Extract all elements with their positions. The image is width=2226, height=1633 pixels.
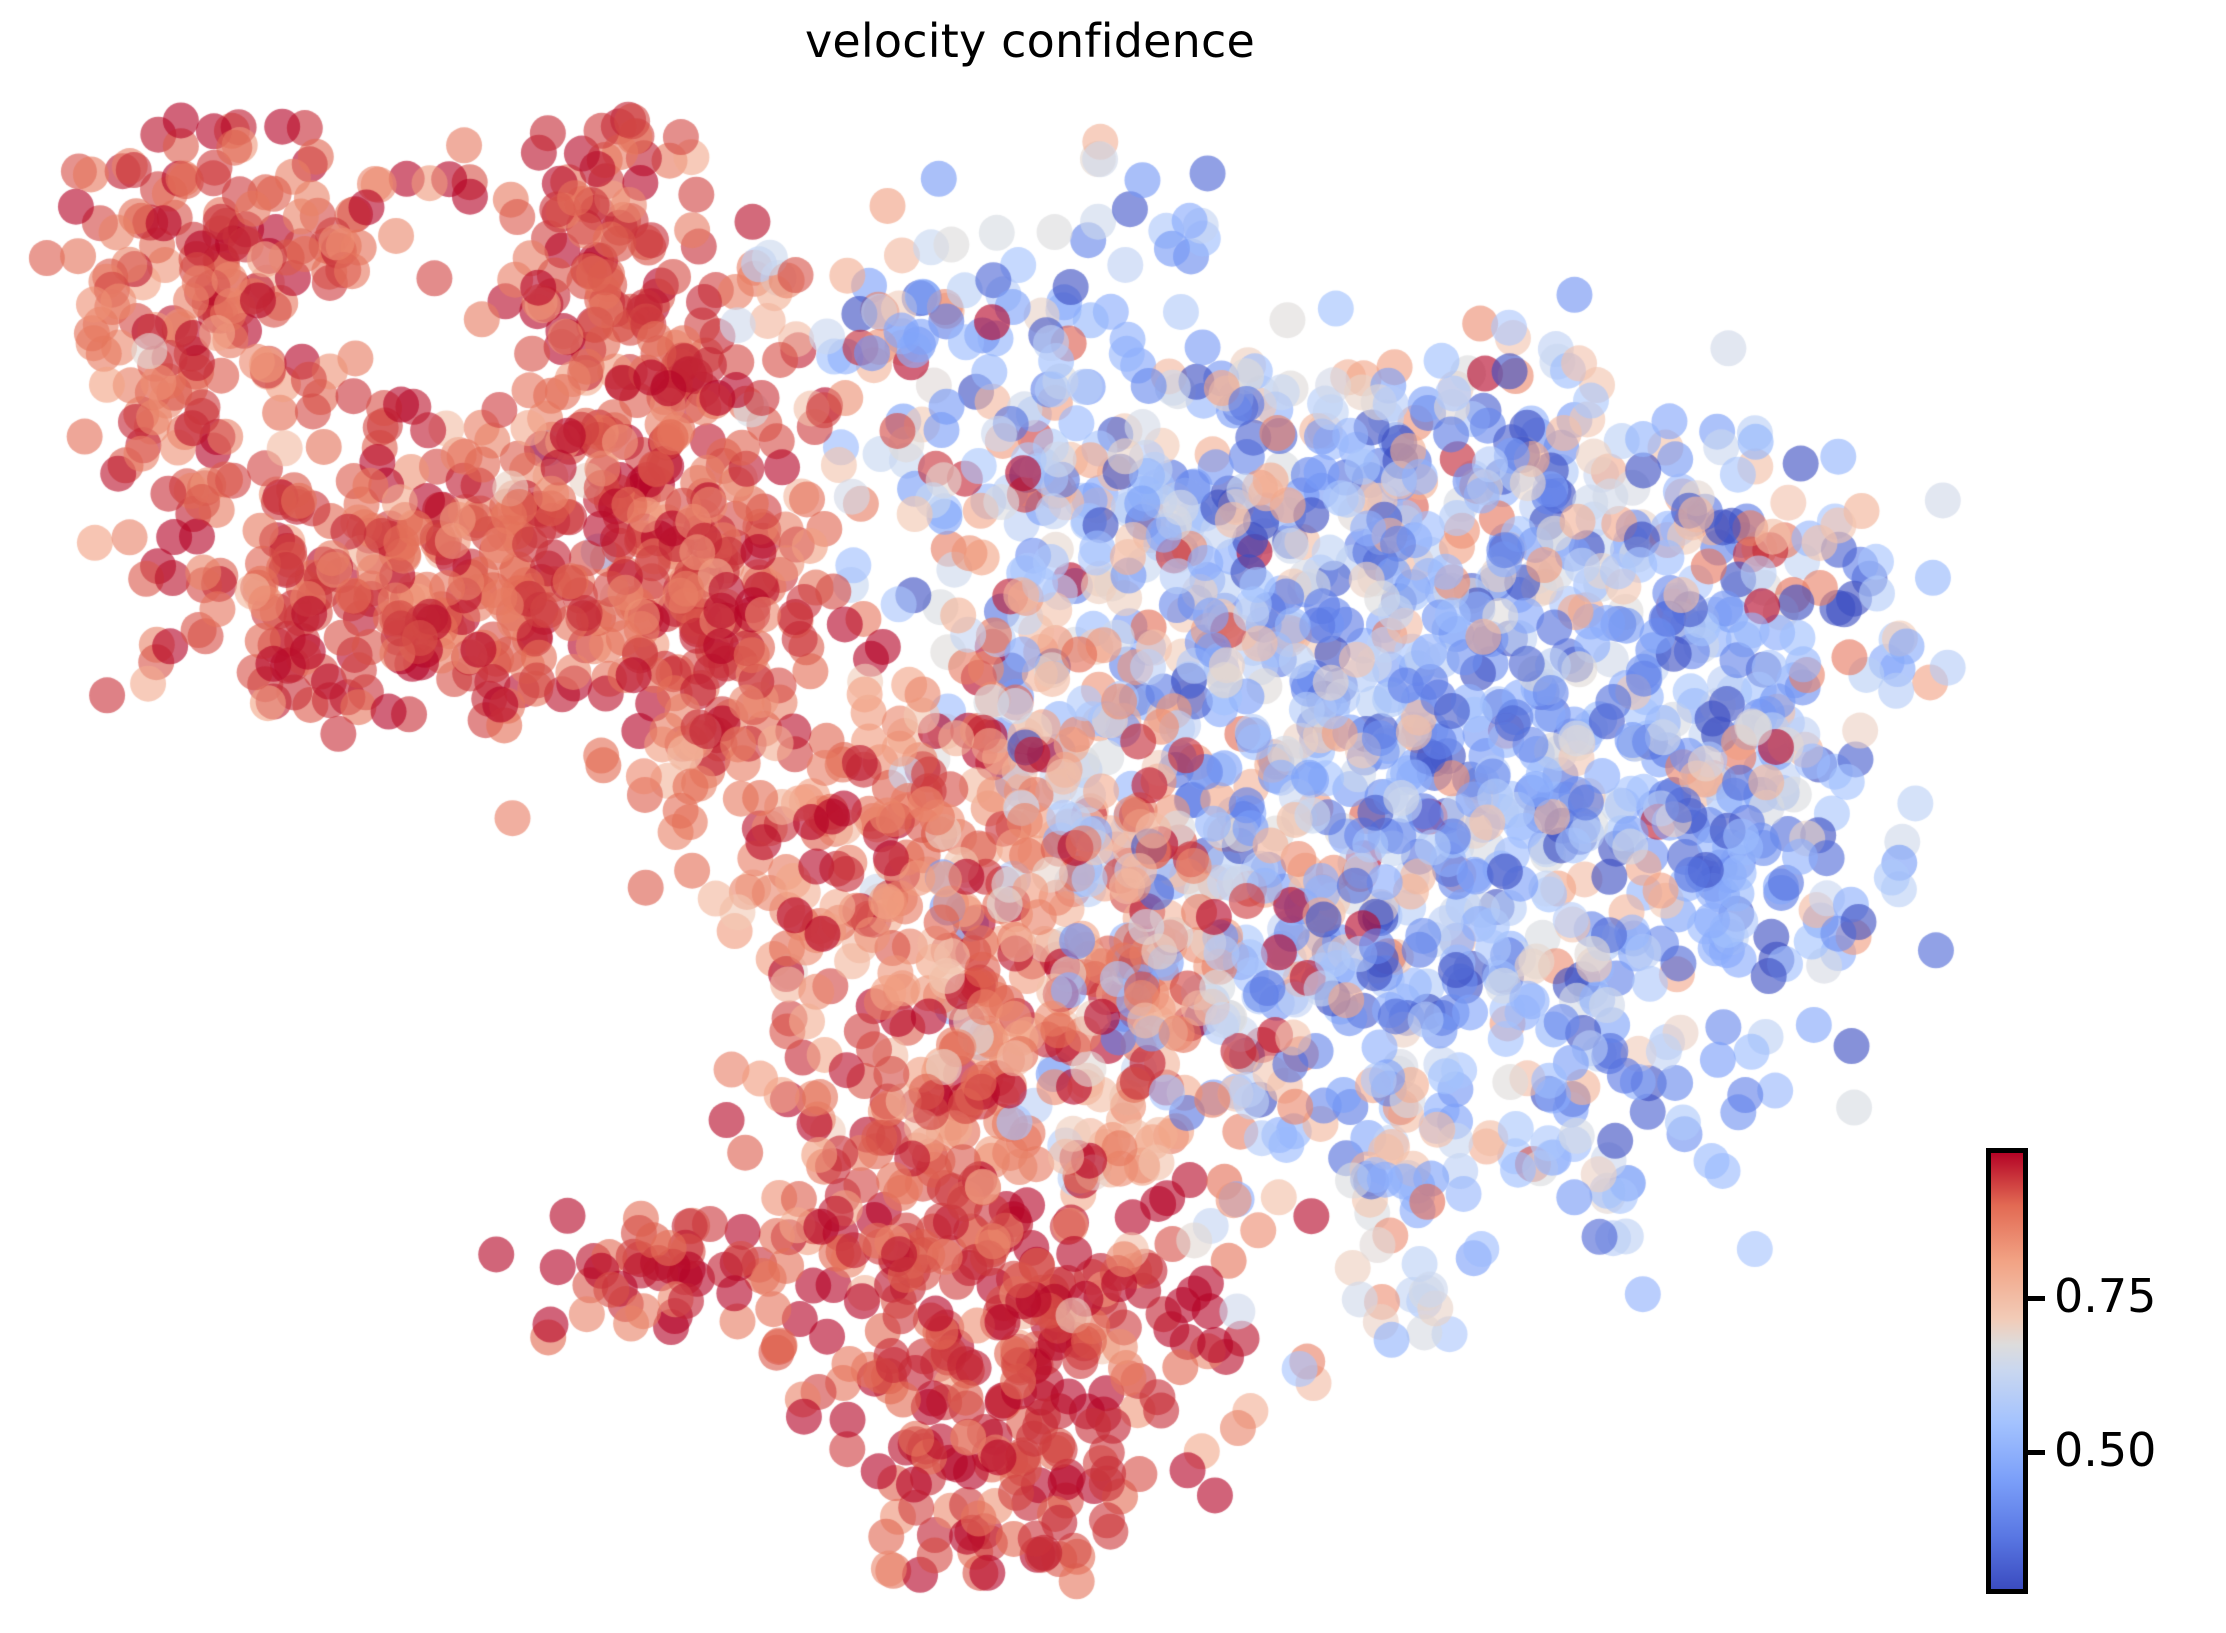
colorbar-frame — [1986, 1148, 2028, 1594]
colorbar-gradient — [1991, 1153, 2023, 1589]
colorbar-tick-0 — [2028, 1296, 2045, 1301]
colorbar-tick-label-0: 0.75 — [2054, 1269, 2157, 1323]
colorbar-tick-1 — [2028, 1450, 2045, 1455]
colorbar: 0.75 0.50 — [1986, 1148, 2226, 1598]
colorbar-tick-label-1: 0.50 — [2054, 1423, 2157, 1477]
